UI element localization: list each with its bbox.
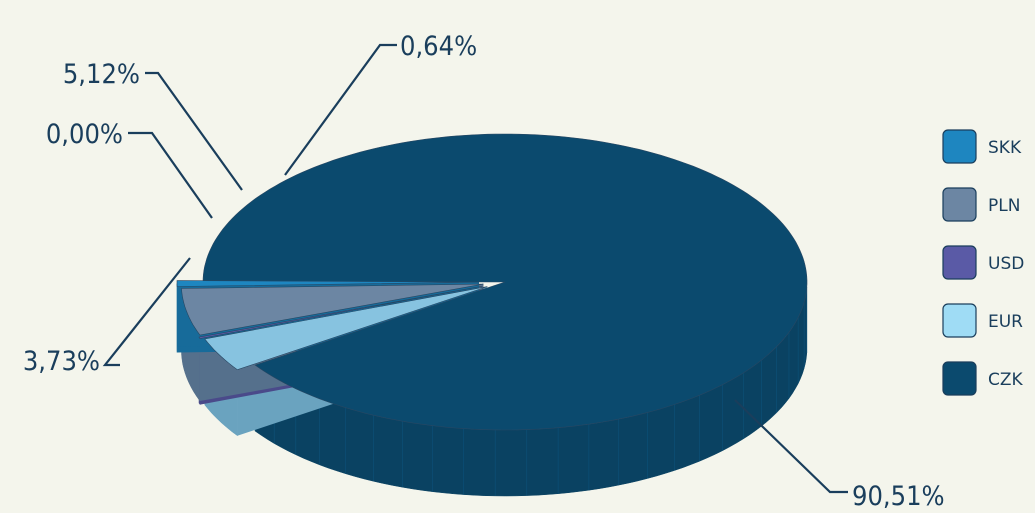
legend-label-skk: SKK <box>988 138 1022 158</box>
value-label-eur: 3,73% <box>23 346 100 377</box>
value-label-pln: 5,12% <box>63 59 140 90</box>
legend: SKK PLN USD EUR CZK <box>942 129 1024 396</box>
leader-line-pln <box>145 71 243 191</box>
legend-swatch-skk <box>942 129 977 164</box>
pie-tops <box>176 133 808 431</box>
leader-line-eur <box>102 257 191 367</box>
pie-slice-skk <box>176 280 480 287</box>
value-labels: 90,51% 3,73% 0,00% 5,12% 0,64% <box>23 31 945 512</box>
value-label-usd: 0,00% <box>46 119 123 150</box>
legend-label-eur: EUR <box>988 312 1023 332</box>
value-label-czk: 90,51% <box>852 481 945 512</box>
legend-label-pln: PLN <box>988 196 1020 216</box>
legend-label-czk: CZK <box>988 370 1024 390</box>
legend-swatch-czk <box>942 361 977 396</box>
pie-slice-eur <box>204 286 488 371</box>
leader-line-usd <box>128 131 213 219</box>
leader-line-czk <box>734 399 848 494</box>
leader-lines <box>102 43 848 494</box>
pie-slice-pln <box>181 283 484 336</box>
pie-slice-usd <box>198 285 483 339</box>
legend-swatch-pln <box>942 187 977 222</box>
legend-swatch-usd <box>942 245 977 280</box>
legend-label-usd: USD <box>988 254 1024 274</box>
value-label-skk: 0,64% <box>400 31 477 62</box>
pie-slice-czk <box>202 133 808 431</box>
leader-line-skk <box>284 43 397 176</box>
legend-swatch-eur <box>942 303 977 338</box>
